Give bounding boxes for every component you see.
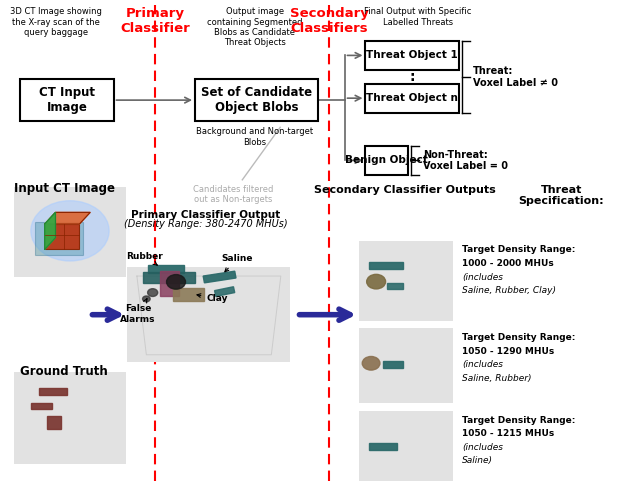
Text: Saline: Saline — [221, 255, 253, 272]
Text: CT Input
Image: CT Input Image — [39, 86, 95, 114]
Bar — [359, 411, 452, 481]
Bar — [127, 267, 291, 362]
Polygon shape — [369, 443, 397, 450]
Polygon shape — [203, 271, 236, 283]
Text: Primary
Classifier: Primary Classifier — [120, 7, 190, 35]
Text: Saline): Saline) — [462, 456, 493, 466]
Circle shape — [367, 274, 386, 289]
Polygon shape — [387, 283, 403, 289]
Text: 1000 - 2000 MHUs: 1000 - 2000 MHUs — [462, 259, 554, 268]
Text: Candidates filtered
out as Non-targets: Candidates filtered out as Non-targets — [193, 185, 273, 204]
Text: Saline, Rubber): Saline, Rubber) — [462, 374, 531, 383]
Text: Output image
containing Segmented
Blobs as Candidate
Threat Objects: Output image containing Segmented Blobs … — [207, 7, 303, 48]
Text: Final Output with Specific
Labelled Threats: Final Output with Specific Labelled Thre… — [364, 7, 472, 27]
Text: Threat Object 1: Threat Object 1 — [366, 51, 458, 60]
Text: Target Density Range:: Target Density Range: — [462, 245, 575, 255]
Text: (includes: (includes — [462, 443, 503, 452]
Polygon shape — [214, 287, 235, 296]
Text: (includes: (includes — [462, 360, 503, 369]
Circle shape — [143, 296, 150, 302]
Bar — [35, 222, 83, 255]
Text: Ground Truth: Ground Truth — [20, 365, 108, 379]
Text: Non-Threat:
Voxel Label = 0: Non-Threat: Voxel Label = 0 — [423, 150, 508, 171]
Bar — [195, 79, 318, 122]
Polygon shape — [39, 388, 67, 395]
Polygon shape — [143, 272, 195, 283]
Bar — [20, 79, 113, 122]
Text: Secondary
Classifiers: Secondary Classifiers — [290, 7, 369, 35]
Bar — [14, 372, 126, 464]
Polygon shape — [45, 212, 56, 249]
Text: False
Alarms: False Alarms — [120, 299, 156, 324]
Bar — [45, 224, 79, 249]
Text: 1050 - 1290 MHUs: 1050 - 1290 MHUs — [462, 347, 554, 356]
Text: Set of Candidate
Object Blobs: Set of Candidate Object Blobs — [201, 86, 312, 114]
Polygon shape — [383, 361, 403, 368]
Polygon shape — [148, 265, 184, 273]
Bar — [359, 328, 452, 403]
Text: Threat Object n: Threat Object n — [366, 93, 458, 103]
Polygon shape — [160, 271, 179, 296]
Polygon shape — [45, 212, 90, 224]
Text: Threat
Specification:: Threat Specification: — [518, 185, 604, 206]
Text: Rubber: Rubber — [126, 252, 163, 265]
Text: Clay: Clay — [197, 294, 228, 303]
Circle shape — [166, 275, 186, 289]
Bar — [365, 146, 408, 175]
Text: Target Density Range:: Target Density Range: — [462, 416, 575, 425]
Text: Target Density Range:: Target Density Range: — [462, 333, 575, 342]
Text: Saline, Rubber, Clay): Saline, Rubber, Clay) — [462, 286, 556, 295]
Bar — [14, 187, 126, 277]
Text: 1050 - 1215 MHUs: 1050 - 1215 MHUs — [462, 429, 554, 438]
Polygon shape — [173, 288, 204, 301]
Circle shape — [362, 357, 380, 370]
Text: Benign Object: Benign Object — [346, 156, 428, 165]
Bar — [359, 241, 452, 321]
Text: (includes: (includes — [462, 273, 503, 282]
Text: Secondary Classifier Outputs: Secondary Classifier Outputs — [314, 185, 496, 195]
Bar — [365, 84, 459, 113]
Bar — [365, 41, 459, 70]
Polygon shape — [31, 403, 52, 409]
Polygon shape — [369, 262, 403, 268]
Text: Primary Classifier Output: Primary Classifier Output — [131, 210, 280, 220]
Polygon shape — [47, 416, 61, 429]
Text: Input CT Image: Input CT Image — [14, 182, 115, 195]
Text: (Density Range: 380-2470 MHUs): (Density Range: 380-2470 MHUs) — [124, 219, 287, 229]
Text: :: : — [410, 70, 415, 84]
Text: 3D CT Image showing
the X-ray scan of the
query baggage: 3D CT Image showing the X-ray scan of th… — [10, 7, 102, 37]
Circle shape — [148, 289, 157, 296]
Text: Background and Non-target
Blobs: Background and Non-target Blobs — [196, 127, 314, 147]
Circle shape — [31, 201, 109, 261]
Text: Threat:
Voxel Label ≠ 0: Threat: Voxel Label ≠ 0 — [474, 66, 558, 87]
